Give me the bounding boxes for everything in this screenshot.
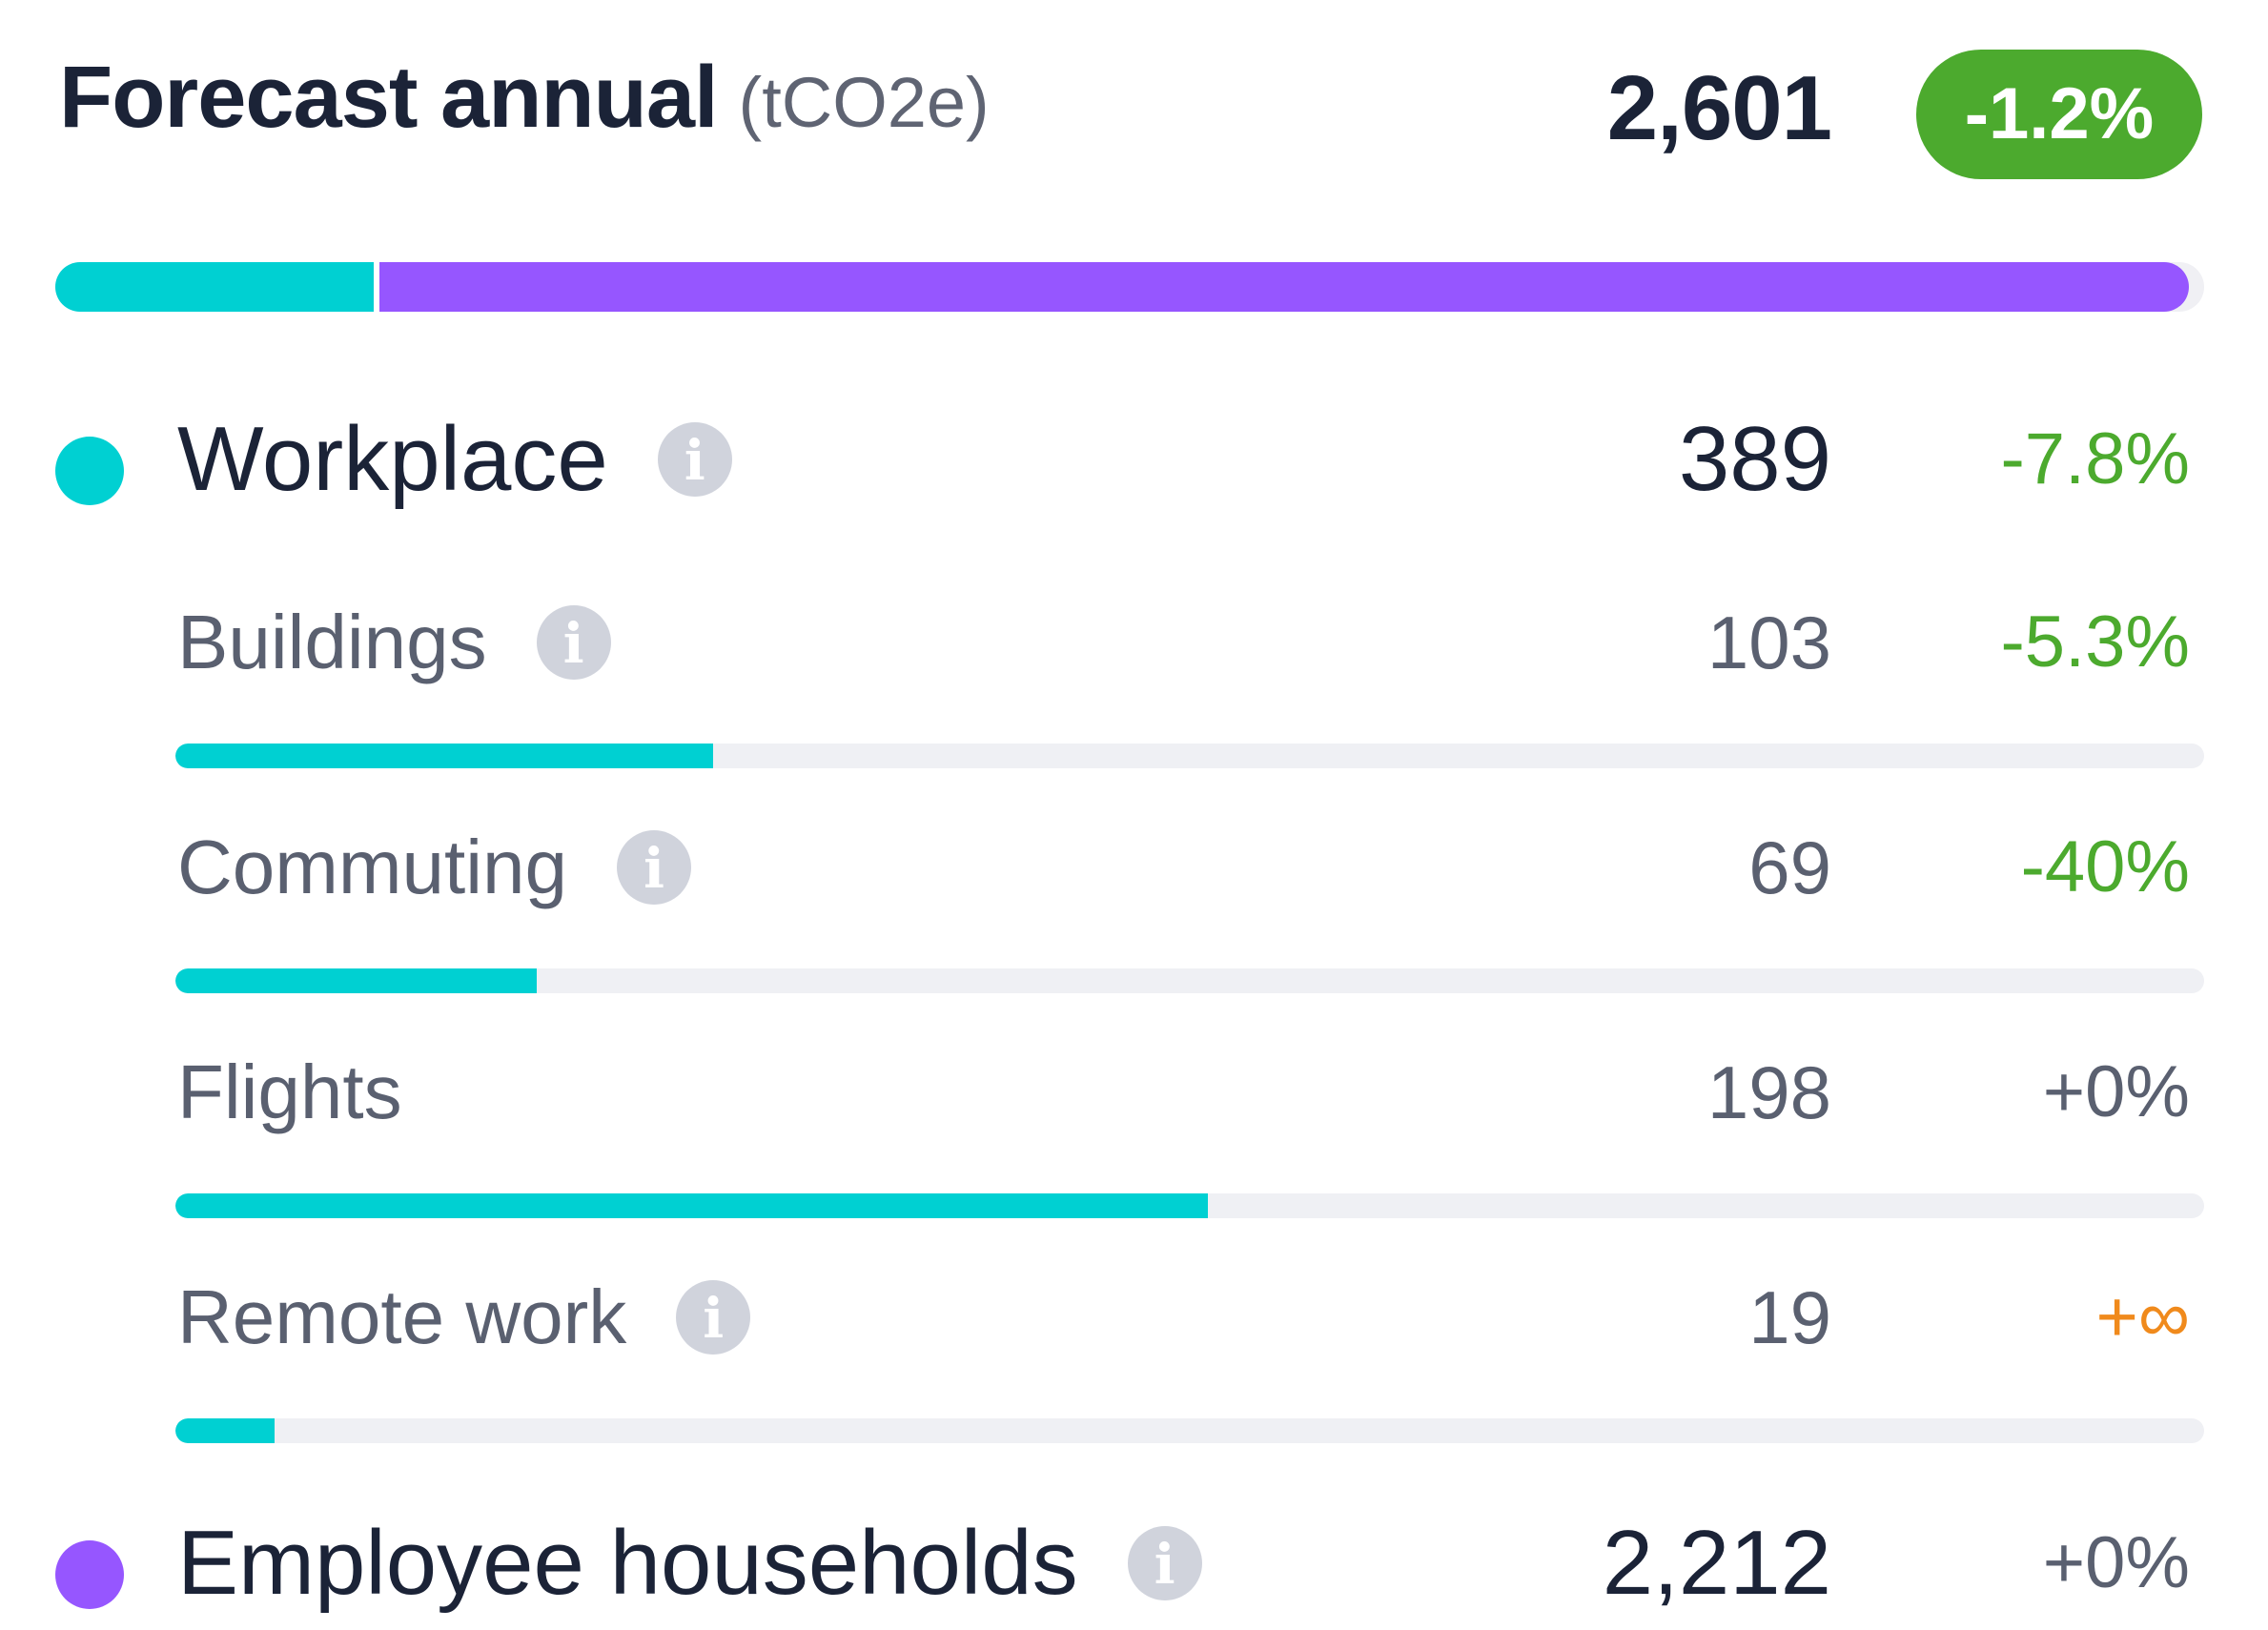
title-text: Forecast annual	[59, 49, 719, 146]
buildings-change: -5.3%	[2000, 601, 2190, 683]
category-row-workplace[interactable]: Workplace i 389 -7.8%	[0, 402, 2268, 517]
flights-progress-fill	[175, 1193, 1209, 1218]
subcategory-row-remote-work[interactable]: Remote work i 19 +∞	[0, 1260, 2268, 1375]
flights-label-wrap: Flights	[177, 1035, 402, 1150]
buildings-value: 103	[1706, 601, 1831, 684]
households-label-wrap: Employee households i	[177, 1506, 1202, 1620]
flights-progress-bar	[175, 1193, 2204, 1218]
commuting-label-wrap: Commuting i	[177, 810, 692, 925]
workplace-label-wrap: Workplace i	[177, 402, 732, 517]
flights-value: 198	[1706, 1050, 1831, 1134]
info-icon[interactable]: i	[657, 422, 732, 497]
households-color-dot	[55, 1540, 124, 1609]
remote-work-label: Remote work	[177, 1274, 627, 1359]
overview-stacked-bar	[55, 262, 2204, 312]
commuting-progress-bar	[175, 968, 2204, 993]
title-unit: (tCO2e)	[738, 63, 990, 142]
info-icon[interactable]: i	[617, 830, 692, 905]
flights-label: Flights	[177, 1049, 402, 1134]
remote-work-change: +∞	[2095, 1276, 2190, 1357]
buildings-progress-fill	[175, 744, 713, 768]
remote-work-progress-bar	[175, 1418, 2204, 1443]
total-value: 2,601	[1606, 57, 1832, 159]
remote-work-progress-fill	[175, 1418, 276, 1443]
workplace-color-dot	[55, 437, 124, 505]
info-icon[interactable]: i	[1127, 1526, 1202, 1600]
commuting-label: Commuting	[177, 825, 568, 909]
households-label: Employee households	[177, 1512, 1078, 1614]
buildings-label-wrap: Buildings i	[177, 585, 611, 700]
subcategory-row-commuting[interactable]: Commuting i 69 -40%	[0, 810, 2268, 925]
subcategory-row-buildings[interactable]: Buildings i 103 -5.3%	[0, 585, 2268, 700]
workplace-label: Workplace	[177, 408, 608, 510]
households-value: 2,212	[1602, 1512, 1831, 1614]
commuting-change: -40%	[2020, 826, 2190, 907]
overview-segment-gap	[374, 262, 379, 312]
commuting-value: 69	[1748, 825, 1831, 909]
subcategory-row-flights[interactable]: Flights 198 +0%	[0, 1035, 2268, 1150]
remote-work-value: 19	[1748, 1275, 1831, 1359]
flights-change: +0%	[2042, 1051, 2190, 1132]
households-change: +0%	[2042, 1522, 2190, 1603]
category-row-employee-households[interactable]: Employee households i 2,212 +0%	[0, 1506, 2268, 1620]
remote-work-label-wrap: Remote work i	[177, 1260, 751, 1375]
commuting-progress-fill	[175, 968, 537, 993]
total-change-badge: -1.2%	[1916, 50, 2202, 179]
info-icon[interactable]: i	[536, 605, 611, 680]
workplace-change: -7.8%	[2000, 418, 2190, 499]
info-icon[interactable]: i	[676, 1280, 751, 1355]
overview-segment-workplace[interactable]	[55, 262, 374, 312]
overview-segment-households[interactable]	[379, 262, 2189, 312]
workplace-value: 389	[1678, 408, 1831, 510]
buildings-progress-bar	[175, 744, 2204, 768]
card-title: Forecast annual (tCO2e)	[59, 40, 990, 154]
buildings-label: Buildings	[177, 600, 487, 684]
